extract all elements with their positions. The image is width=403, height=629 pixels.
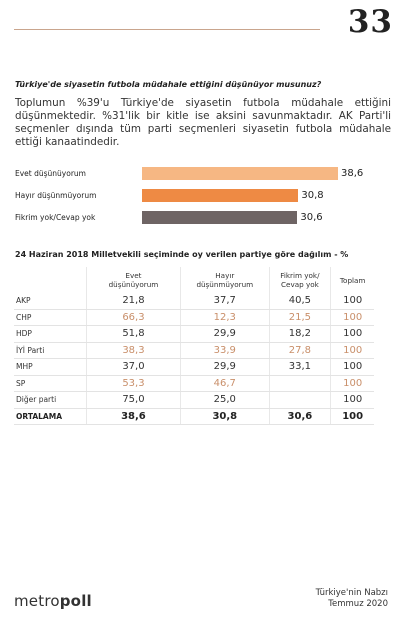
summary-paragraph: Toplumun %39'u Türkiye'de siyasetin futb… (15, 97, 391, 148)
table-cell: 12,3 (180, 309, 269, 326)
table-cell: 100 (330, 408, 374, 425)
brand-part1: metro (14, 592, 60, 610)
table-row: İYİ Parti 38,3 33,9 27,8 100 (14, 342, 374, 359)
table-cell: 38,6 (85, 408, 181, 425)
table-cell: 46,7 (180, 375, 269, 392)
table-cell: 100 (330, 325, 374, 343)
party-name: Diğer parti (14, 391, 87, 409)
bar-value-label: 30,6 (300, 212, 323, 223)
bar-label: Evet düşünüyorum (15, 169, 86, 178)
footer-line2: Temmuz 2020 (328, 599, 388, 609)
table-cell: 100 (330, 342, 374, 359)
table-body: AKP 21,8 37,7 40,5 100 CHP 66,3 12,3 21,5 100 HDP 5… (14, 293, 374, 425)
table-cell: 29,9 (180, 358, 269, 376)
table-cell: 25,0 (180, 391, 269, 409)
header-rule (14, 29, 320, 30)
header-hayir: Hayır düşünmüyorum (180, 267, 269, 293)
table-row: HDP 51,8 29,9 18,2 100 (14, 325, 374, 343)
bar-row: Hayır düşünmüyorum 30,8 (15, 189, 391, 203)
table-cell: 21,5 (268, 309, 331, 326)
bar-row: Evet düşünüyorum 38,6 (15, 167, 391, 181)
table-cell (268, 375, 331, 392)
table-row: SP 53,3 46,7 100 (14, 375, 374, 392)
table-cell: 75,0 (85, 391, 181, 409)
table-cell: 30,8 (180, 408, 269, 425)
table-cell: 18,2 (268, 325, 331, 343)
table-cell: 30,6 (268, 408, 331, 425)
table-row: AKP 21,8 37,7 40,5 100 (14, 293, 374, 310)
table-cell: 38,3 (85, 342, 181, 359)
table-cell: 40,5 (268, 293, 331, 310)
party-name: HDP (14, 325, 87, 343)
table-cell: 37,7 (180, 293, 269, 310)
table-row: Diğer parti 75,0 25,0 100 (14, 391, 374, 409)
metropoll-logo: metropoll (14, 592, 92, 610)
bar (142, 189, 299, 202)
page-number: 33 (347, 4, 393, 40)
table-cell: 100 (330, 358, 374, 376)
table-row: ORTALAMA 38,6 30,8 30,6 100 (14, 408, 374, 425)
header-fikrim-yok: Fikrim yok/ Cevap yok (268, 267, 331, 293)
bar-label: Fikrim yok/Cevap yok (15, 213, 96, 222)
header-evet: Evet düşünüyorum (85, 267, 181, 293)
table-cell (268, 391, 331, 409)
footer-right: Türkiye'nin Nabzı Temmuz 2020 (316, 588, 388, 610)
bar-value-label: 38,6 (341, 168, 364, 179)
brand-part2: poll (59, 592, 92, 610)
question-title: Türkiye'de siyasetin futbola müdahale et… (15, 80, 322, 89)
table-cell: 100 (330, 375, 374, 392)
table-cell: 33,9 (180, 342, 269, 359)
table-cell: 21,8 (85, 293, 181, 310)
party-name: ORTALAMA (14, 408, 87, 425)
table-cell: 100 (330, 309, 374, 326)
party-name: MHP (14, 358, 87, 376)
table-cell: 53,3 (85, 375, 181, 392)
party-name: AKP (14, 293, 87, 310)
table-header-row: Evet düşünüyorum Hayır düşünmüyorum Fikr… (14, 267, 374, 293)
header-party (14, 267, 86, 293)
table-cell: 29,9 (180, 325, 269, 343)
party-name: İYİ Parti (14, 342, 87, 359)
bar (142, 211, 298, 224)
table-cell: 100 (330, 391, 374, 409)
bar-value-label: 30,8 (301, 190, 324, 201)
party-name: CHP (14, 309, 87, 326)
table-cell: 66,3 (85, 309, 181, 326)
bar-row: Fikrim yok/Cevap yok 30,6 (15, 211, 391, 225)
table-cell: 37,0 (85, 358, 181, 376)
bar-label: Hayır düşünmüyorum (15, 191, 97, 200)
header-toplam: Toplam (330, 267, 374, 293)
table-cell: 51,8 (85, 325, 181, 343)
table-cell: 33,1 (268, 358, 331, 376)
table-row: CHP 66,3 12,3 21,5 100 (14, 309, 374, 326)
table-row: MHP 37,0 29,9 33,1 100 (14, 358, 374, 376)
footer-line1: Türkiye'nin Nabzı (315, 588, 388, 598)
bar (142, 167, 338, 180)
results-table: Evet düşünüyorum Hayır düşünmüyorum Fikr… (14, 267, 374, 425)
table-cell: 27,8 (268, 342, 331, 359)
party-name: SP (14, 375, 87, 392)
table-title: 24 Haziran 2018 Milletvekili seçiminde o… (15, 250, 349, 259)
table-cell: 100 (330, 293, 374, 310)
